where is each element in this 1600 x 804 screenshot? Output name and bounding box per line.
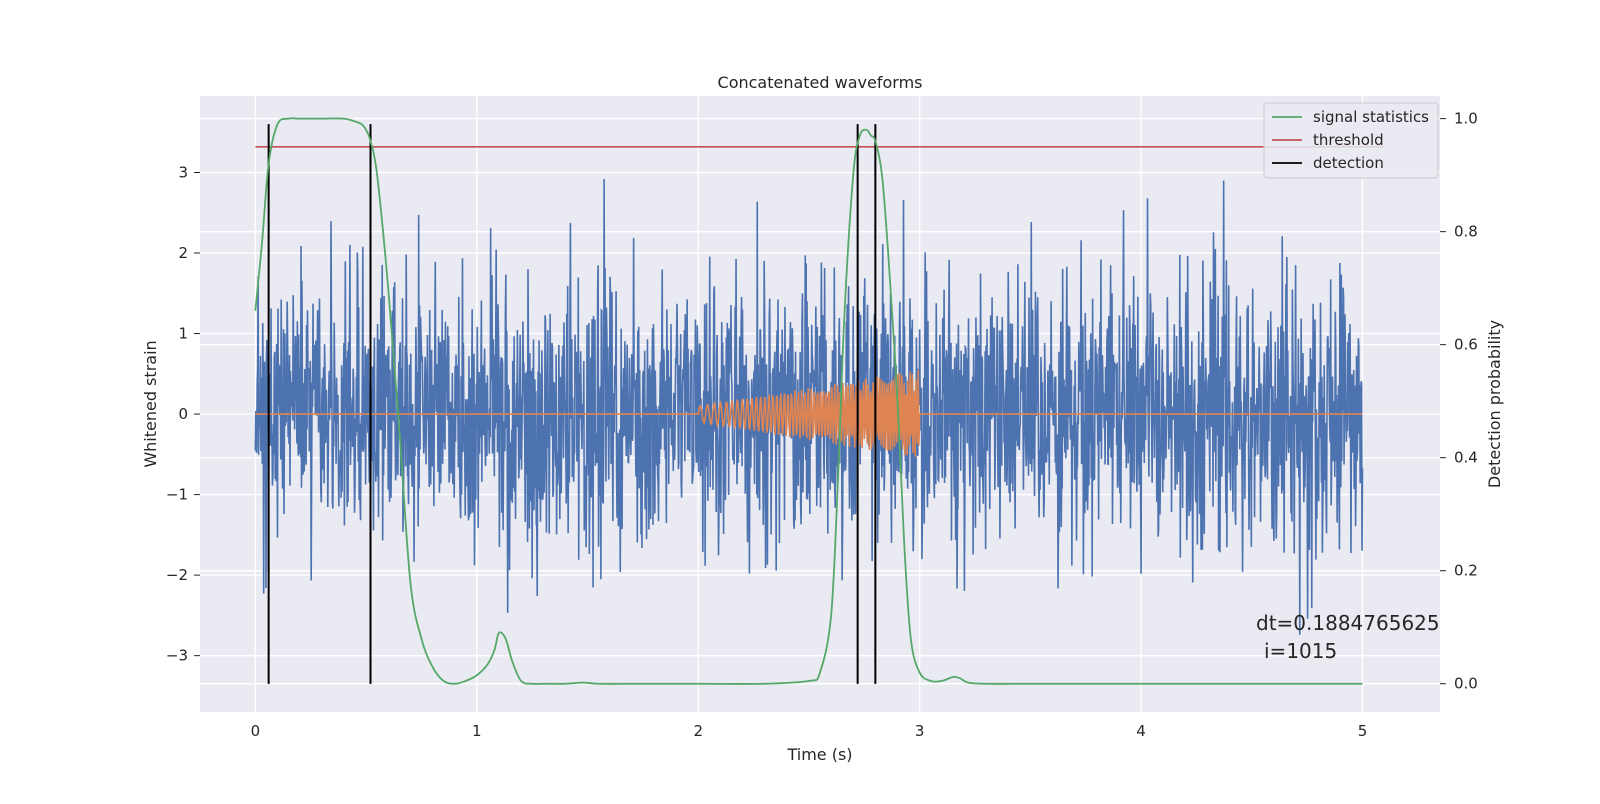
x-tick-label: 2 [693, 722, 703, 740]
y2-tick-label: 1.0 [1454, 110, 1478, 128]
x-tick-label: 1 [472, 722, 482, 740]
y2-tick-label: 0.2 [1454, 562, 1478, 580]
y2-tick-label: 0.6 [1454, 336, 1478, 354]
y-tick-label: −3 [166, 647, 188, 665]
x-tick-label: 4 [1136, 722, 1146, 740]
annotation-i: i=1015 [1264, 639, 1337, 663]
chirp-series [255, 370, 1363, 458]
y2-tick-label: 0.0 [1454, 675, 1478, 693]
y-tick-label: 2 [178, 244, 188, 262]
strain-line [254, 178, 1364, 635]
y-tick-label: 0 [178, 405, 188, 423]
y-tick-label: −1 [166, 486, 188, 504]
signal-statistics-line [254, 117, 1363, 685]
signal-statistics-series [254, 117, 1363, 685]
legend-frame [1263, 102, 1439, 179]
injected-chirp-line [255, 370, 1363, 458]
y2-tick-label: 0.8 [1454, 223, 1478, 241]
x-tick-label: 3 [915, 722, 925, 740]
strain-series [254, 178, 1364, 635]
y-tick-label: −2 [166, 566, 188, 584]
y-axis-title: Whitened strain [141, 340, 160, 467]
legend-label-detection: detection [1313, 154, 1384, 172]
y-tick-label: 3 [178, 163, 188, 181]
x-axis-title: Time (s) [786, 745, 852, 764]
legend-label-threshold: threshold [1313, 131, 1384, 149]
axes: 0 1 2 3 4 5 −3 −2 −1 0 1 2 3 0.0 0.2 0.4 0.6 0.8 1.0 [166, 110, 1478, 740]
legend-label-signal-statistics: signal statistics [1313, 108, 1429, 126]
detection-lines [267, 124, 877, 684]
y2-tick-label: 0.4 [1454, 449, 1478, 467]
y2-axis-title: Detection probability [1485, 320, 1504, 488]
x-tick-label: 5 [1358, 722, 1368, 740]
y-tick-label: 1 [178, 325, 188, 343]
chart-title: Concatenated waveforms [718, 73, 923, 92]
x-tick-label: 0 [251, 722, 261, 740]
annotation-dt: dt=0.1884765625 [1256, 611, 1440, 635]
legend: signal statistics threshold detection [1263, 102, 1439, 179]
